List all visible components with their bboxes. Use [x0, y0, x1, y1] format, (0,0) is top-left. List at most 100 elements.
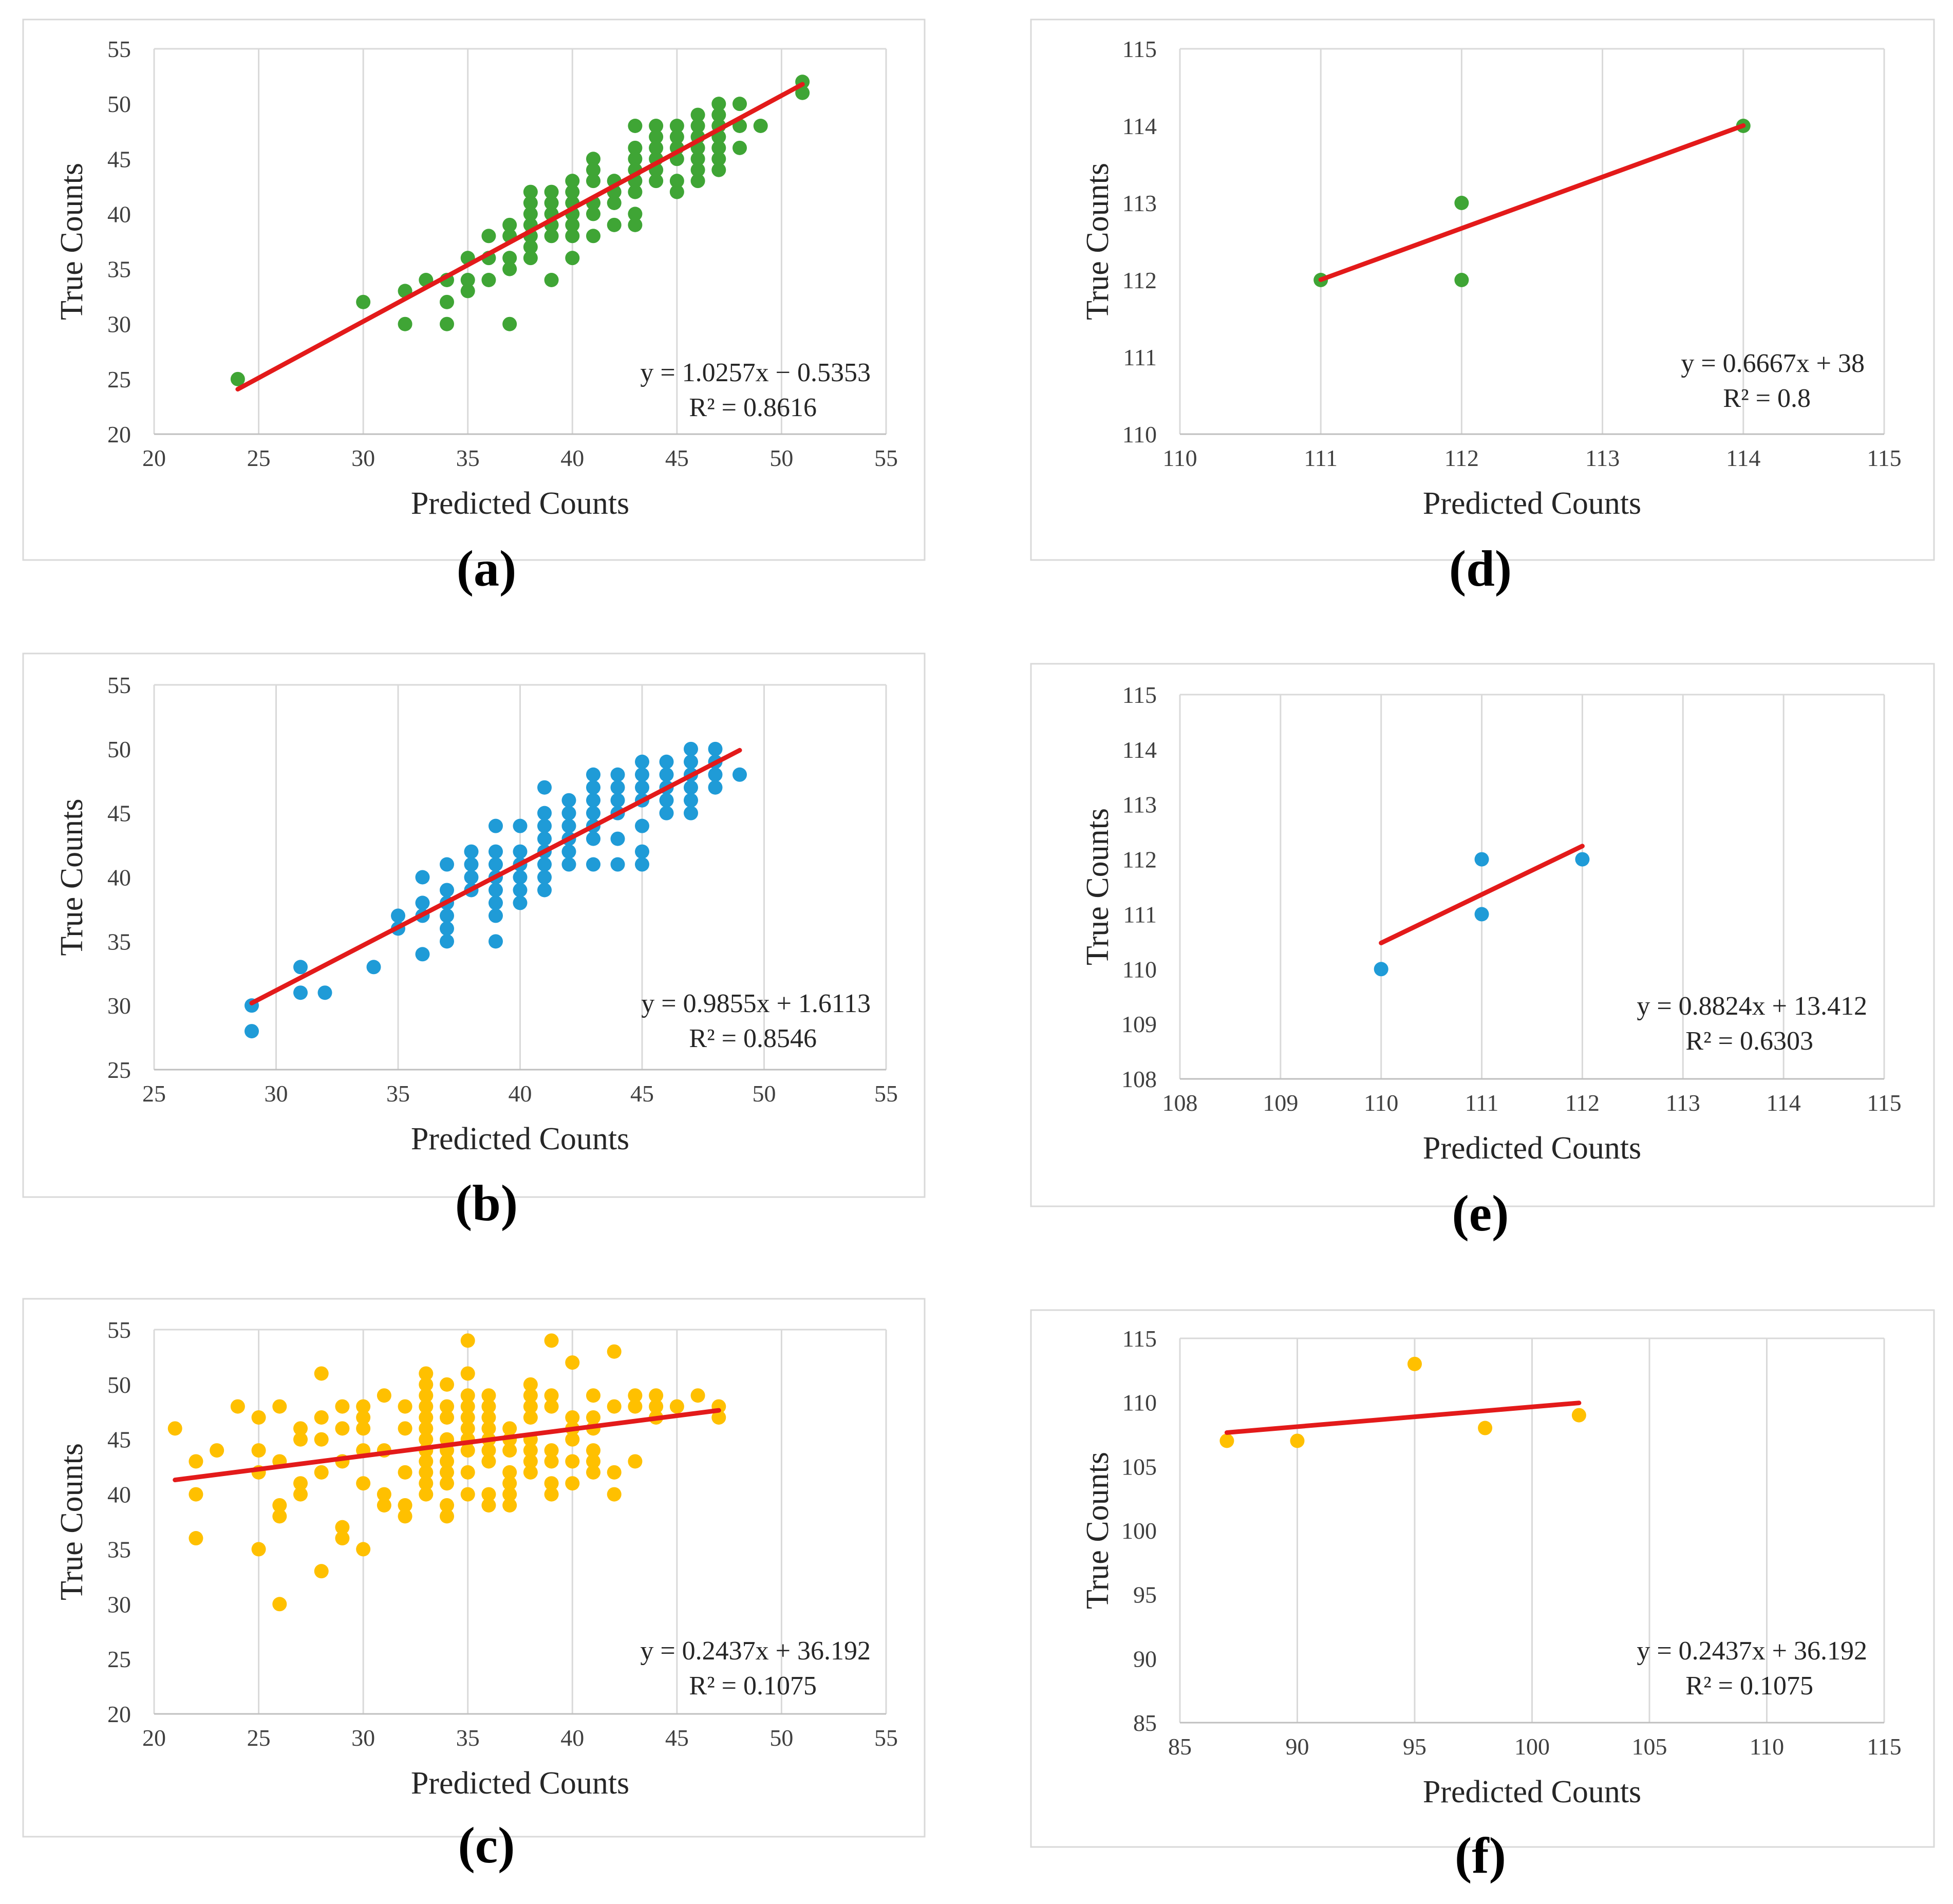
x-tick-label: 113 — [1666, 1090, 1700, 1116]
data-point — [537, 806, 552, 820]
data-point — [230, 371, 245, 386]
x-tick-label: 40 — [509, 1080, 532, 1107]
data-point — [502, 1487, 517, 1502]
y-tick-label: 110 — [1122, 421, 1157, 447]
y-tick-label: 30 — [107, 993, 131, 1019]
data-point — [544, 1399, 559, 1414]
data-point — [684, 806, 698, 820]
data-point — [419, 1476, 434, 1491]
data-point — [635, 844, 649, 859]
data-point — [607, 217, 622, 232]
data-point — [1219, 1433, 1234, 1448]
data-point — [669, 174, 684, 189]
y-tick-label: 112 — [1122, 267, 1157, 293]
trendline-equation: y = 0.2437x + 36.192 — [1637, 1636, 1867, 1666]
data-point — [523, 1388, 538, 1403]
data-point — [440, 294, 454, 309]
y-tick-label: 111 — [1123, 344, 1157, 370]
data-point — [189, 1531, 203, 1546]
x-axis-title: Predicted Counts — [1423, 486, 1641, 521]
data-point — [711, 97, 726, 111]
data-point — [489, 895, 503, 910]
data-point — [537, 870, 552, 885]
data-point — [537, 780, 552, 795]
data-point — [377, 1388, 391, 1403]
x-tick-label: 111 — [1304, 445, 1338, 471]
data-point — [523, 1399, 538, 1414]
data-point — [245, 1024, 259, 1039]
x-tick-label: 95 — [1403, 1733, 1426, 1760]
data-point — [398, 1509, 412, 1524]
data-point — [377, 1498, 391, 1513]
data-point — [513, 895, 528, 910]
data-point — [607, 1399, 622, 1414]
x-tick-label: 110 — [1364, 1090, 1398, 1116]
x-tick-label: 115 — [1867, 445, 1901, 471]
x-tick-label: 50 — [753, 1080, 776, 1107]
y-tick-label: 55 — [107, 672, 131, 698]
data-point — [649, 1388, 664, 1403]
data-point — [502, 1421, 517, 1436]
data-point — [690, 119, 705, 133]
data-point — [419, 1377, 434, 1392]
data-point — [481, 273, 496, 287]
data-point — [635, 754, 649, 769]
x-tick-label: 20 — [142, 1725, 166, 1751]
data-point — [607, 1487, 622, 1502]
data-point — [537, 883, 552, 898]
data-point — [1474, 907, 1489, 922]
data-point — [419, 1465, 434, 1480]
data-point — [1454, 196, 1469, 210]
trendline-equation: y = 0.6667x + 38 — [1681, 349, 1865, 378]
data-point — [544, 229, 559, 244]
data-point — [440, 934, 454, 949]
x-tick-label: 45 — [665, 445, 689, 471]
y-tick-label: 113 — [1122, 190, 1157, 216]
data-point — [690, 107, 705, 122]
data-point — [635, 780, 649, 795]
y-tick-label: 55 — [107, 1317, 131, 1343]
data-point — [440, 908, 454, 923]
data-point — [440, 316, 454, 331]
data-point — [586, 806, 600, 820]
data-point — [502, 1498, 517, 1513]
data-point — [523, 1443, 538, 1458]
y-tick-label: 114 — [1122, 113, 1157, 139]
data-point — [561, 844, 576, 859]
data-point — [460, 1487, 475, 1502]
data-point — [489, 883, 503, 898]
x-tick-label: 55 — [874, 1725, 898, 1751]
data-point — [460, 1421, 475, 1436]
data-point — [481, 229, 496, 244]
data-point — [586, 831, 600, 846]
data-point — [419, 1421, 434, 1436]
data-point — [610, 793, 625, 808]
x-tick-label: 108 — [1162, 1090, 1198, 1116]
y-tick-label: 30 — [107, 1591, 131, 1617]
y-tick-label: 112 — [1122, 847, 1157, 873]
x-tick-label: 114 — [1766, 1090, 1800, 1116]
data-point — [586, 780, 600, 795]
y-tick-label: 30 — [107, 311, 131, 338]
data-point — [565, 1454, 580, 1469]
y-axis-title: True Counts — [54, 798, 89, 956]
data-point — [189, 1454, 203, 1469]
data-point — [189, 1487, 203, 1502]
data-point — [649, 174, 664, 189]
data-point — [460, 1399, 475, 1414]
data-point — [708, 741, 723, 756]
data-point — [690, 162, 705, 177]
panel-label: (a) — [457, 540, 517, 597]
data-point — [523, 1377, 538, 1392]
data-point — [293, 985, 308, 1000]
data-point — [415, 870, 430, 885]
data-point — [481, 1454, 496, 1469]
data-point — [565, 1410, 580, 1425]
data-point — [1478, 1421, 1493, 1435]
data-point — [251, 1542, 266, 1557]
data-point — [690, 1388, 705, 1403]
data-point — [544, 1443, 559, 1458]
data-point — [628, 207, 643, 221]
data-point — [610, 767, 625, 782]
x-tick-label: 110 — [1750, 1733, 1784, 1760]
